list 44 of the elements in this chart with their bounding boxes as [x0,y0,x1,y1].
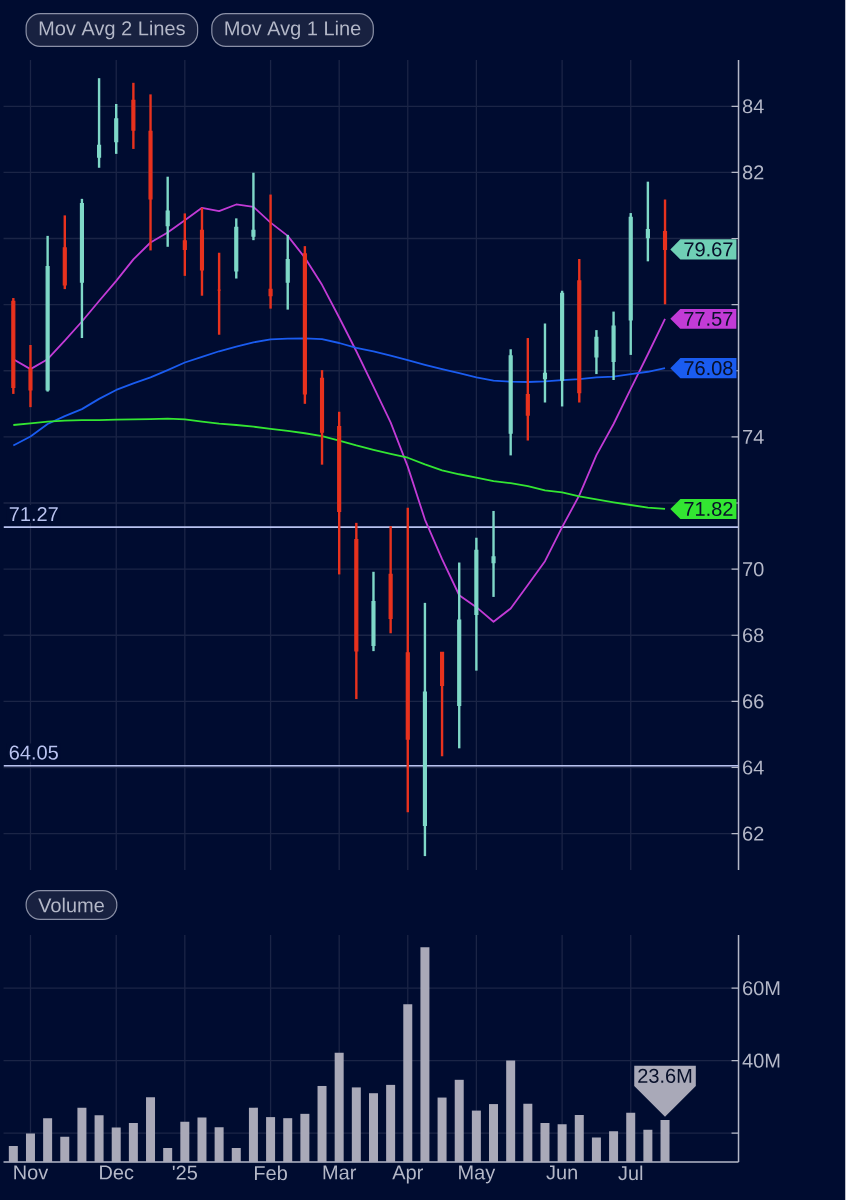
candlestick [285,233,291,311]
candlestick [525,336,531,442]
data-label: 71.82 [684,501,733,517]
candlestick [543,322,548,404]
data-label: 77.57 [684,311,733,326]
candlestick [28,343,33,409]
candlestick [594,328,599,376]
x-tick-label: Feb [255,1165,288,1181]
candlestick [114,102,119,156]
y-tick-label: 40M [742,1053,780,1068]
ref-line-label: 64.05 [9,745,59,760]
x-tick-label: '25 [173,1165,198,1180]
candlestick [663,198,668,306]
x-tick-label: Jul [618,1165,643,1181]
annotation: 79.67 [684,242,733,257]
y-tick-label: 70 [743,562,764,577]
x-tick-label: Nov [14,1165,49,1180]
y-tick-label: 62 [743,826,764,841]
text: Mov Avg 2 Lines [40,20,186,40]
ref-line-label: 71.27 [9,506,58,521]
line-series [12,337,667,447]
data-label: 76.08 [684,361,733,376]
y-tick-label: 68 [743,628,764,643]
y-tick-label: 84 [743,99,764,114]
chart-title: Volume [38,897,105,913]
candlestick [268,193,273,310]
y-tick-label: 60M [743,981,780,996]
candlestick [646,180,651,263]
y-tick-label: 64 [743,760,764,775]
y-tick-label: 82 [743,165,764,180]
x-tick-label: May [459,1165,496,1184]
y-tick-label: 66 [743,694,764,709]
candlestick [251,171,256,242]
candlestick [165,175,170,248]
data-label: 23.6M [638,1068,692,1083]
y-tick-label: 74 [743,430,764,444]
candlestick [491,509,496,599]
candlestick [182,212,188,278]
candlestick [97,76,102,169]
x-tick-label: Dec [100,1165,134,1180]
x-tick-label: Mar [323,1165,357,1180]
x-tick-label: Apr [392,1165,424,1184]
text: Mov Avg 1 Line [225,20,361,40]
x-tick-label: Jun [546,1165,578,1180]
